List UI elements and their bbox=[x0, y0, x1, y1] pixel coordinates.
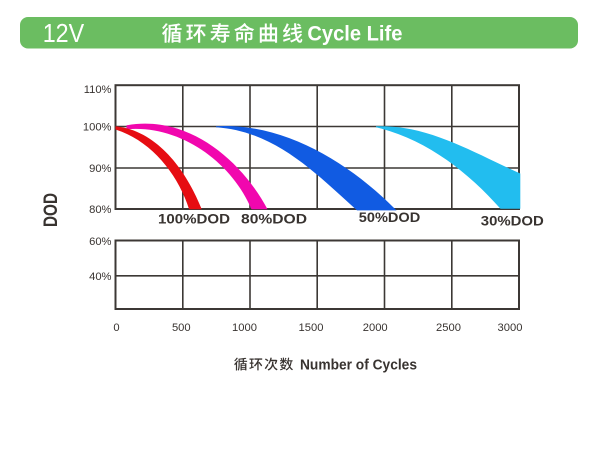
svg-text:0: 0 bbox=[113, 322, 119, 334]
svg-text:100%: 100% bbox=[83, 122, 112, 134]
svg-text:80%DOD: 80%DOD bbox=[241, 212, 307, 227]
svg-text:110%: 110% bbox=[84, 84, 112, 96]
svg-text:1500: 1500 bbox=[299, 322, 324, 334]
svg-text:60%: 60% bbox=[89, 236, 111, 248]
svg-text:2000: 2000 bbox=[363, 322, 388, 334]
svg-text:500: 500 bbox=[172, 322, 191, 334]
svg-text:30%DOD: 30%DOD bbox=[481, 213, 544, 228]
svg-text:80%: 80% bbox=[89, 204, 111, 216]
svg-text:3000: 3000 bbox=[498, 322, 523, 334]
svg-text:12V: 12V bbox=[43, 18, 85, 48]
svg-text:40%: 40% bbox=[89, 271, 111, 283]
svg-text:100%DOD: 100%DOD bbox=[158, 212, 230, 227]
svg-text:DOD: DOD bbox=[41, 193, 62, 227]
svg-text:1000: 1000 bbox=[232, 322, 257, 334]
svg-text:Cycle Life: Cycle Life bbox=[307, 23, 402, 46]
svg-text:50%DOD: 50%DOD bbox=[359, 210, 421, 225]
svg-text:90%: 90% bbox=[89, 163, 111, 175]
svg-text:2500: 2500 bbox=[436, 322, 461, 334]
svg-text:Number of Cycles: Number of Cycles bbox=[300, 358, 417, 374]
